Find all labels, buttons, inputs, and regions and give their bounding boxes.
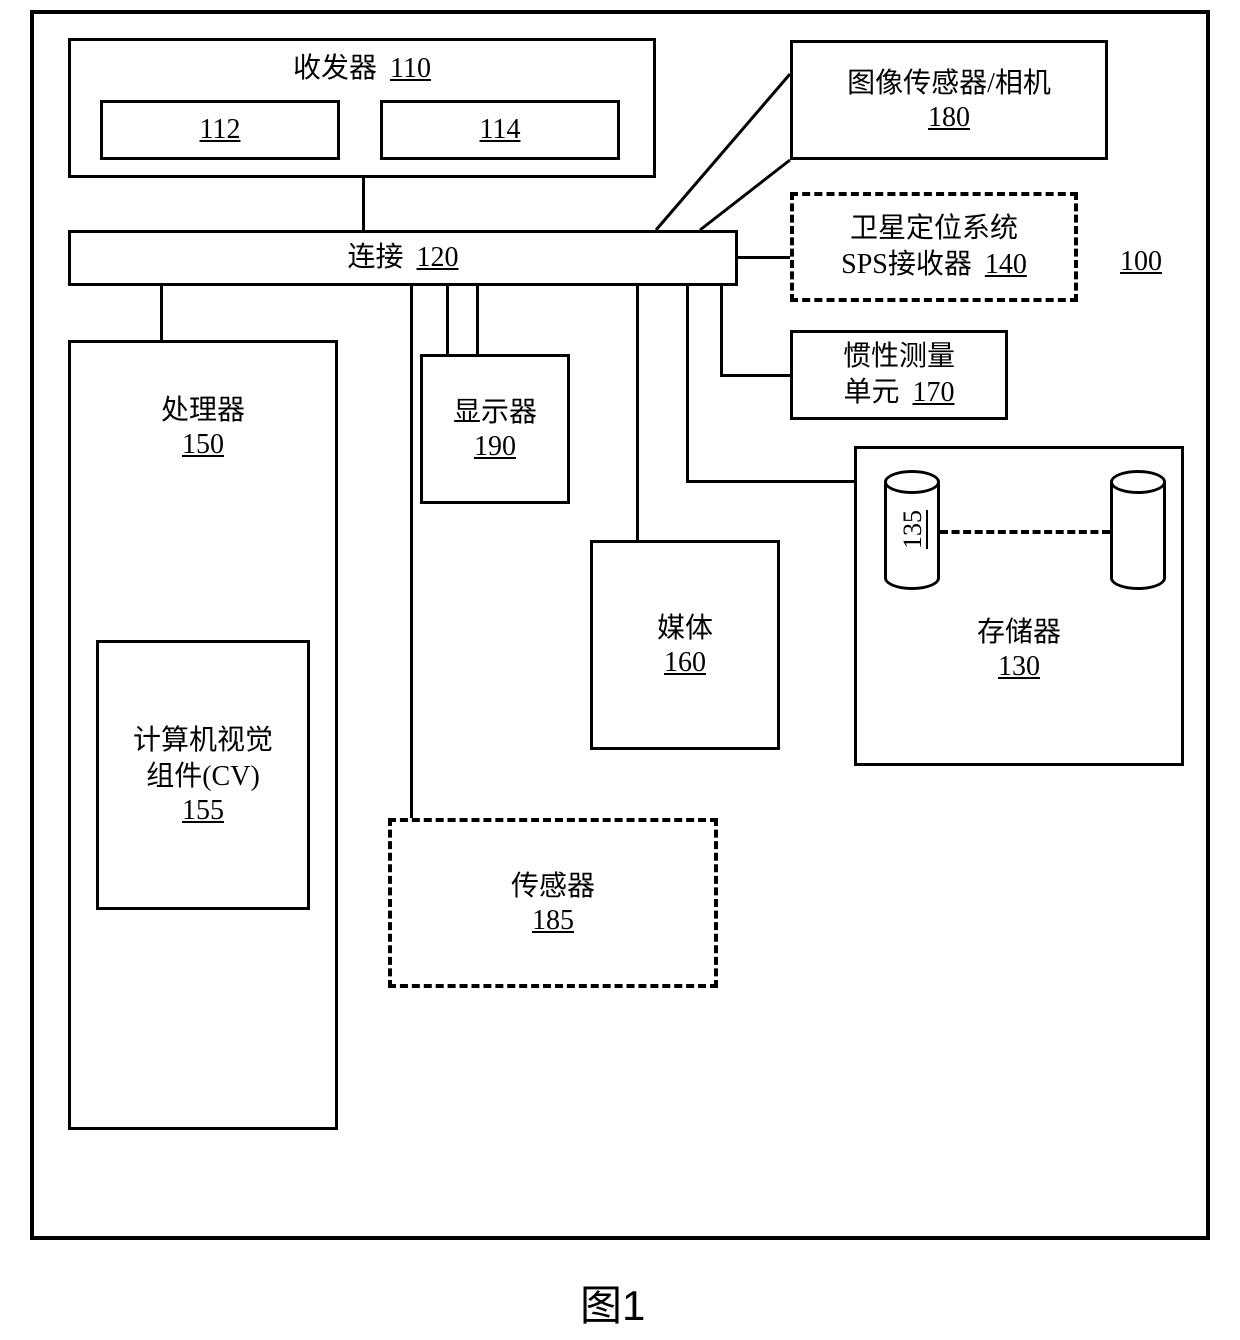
- connection-ref: 120: [417, 242, 459, 274]
- db-ref: 135: [898, 510, 928, 549]
- camera-block: 图像传感器/相机 180: [790, 40, 1108, 160]
- memory-label: 存储器: [977, 615, 1061, 651]
- media-ref: 160: [664, 647, 706, 679]
- imu-label2: 单元: [843, 377, 899, 408]
- transceiver-ref: 110: [390, 53, 431, 84]
- sensor-label: 传感器: [511, 869, 595, 905]
- sensor-block: 传感器 185: [388, 818, 718, 988]
- camera-label: 图像传感器/相机: [847, 66, 1051, 102]
- cv-label1: 计算机视觉: [133, 723, 273, 759]
- imu-ref: 170: [913, 377, 955, 408]
- conn-connection-processor: [160, 286, 163, 340]
- imu-block: 惯性测量 单元 170: [790, 330, 1008, 420]
- system-ref: 100: [1120, 246, 1162, 278]
- figure-label: 图1: [580, 1272, 645, 1333]
- display-block: 显示器 190: [420, 354, 570, 504]
- sensor-ref: 185: [532, 905, 574, 937]
- conn-connection-memory-h: [686, 480, 854, 483]
- display-ref: 190: [474, 431, 516, 463]
- conn-connection-imu-v: [720, 286, 723, 376]
- cv-block: 计算机视觉 组件(CV) 155: [96, 640, 310, 910]
- transceiver-label: 收发器: [293, 53, 377, 84]
- processor-ref: 150: [182, 429, 224, 461]
- connection-block: 连接 120: [68, 230, 738, 286]
- camera-ref: 180: [928, 102, 970, 134]
- sub-112-block: 112: [100, 100, 340, 160]
- imu-label1: 惯性测量: [843, 339, 955, 375]
- media-label: 媒体: [657, 611, 713, 647]
- cv-ref: 155: [182, 795, 224, 827]
- processor-label: 处理器: [161, 393, 245, 429]
- media-block: 媒体 160: [590, 540, 780, 750]
- conn-connection-imu-h: [720, 374, 790, 377]
- conn-connection-media: [636, 286, 639, 540]
- sps-block: 卫星定位系统 SPS接收器 140: [790, 192, 1078, 302]
- memory-ref: 130: [998, 651, 1040, 683]
- sps-label2: SPS接收器: [841, 249, 972, 280]
- display-label: 显示器: [453, 395, 537, 431]
- conn-transceiver-connection: [362, 178, 365, 230]
- diagram-canvas: 100 收发器 110 112 114 图像传感器/相机 180 连接 120 …: [0, 0, 1240, 1340]
- connection-label: 连接: [347, 240, 403, 276]
- db-dash-connector: [940, 530, 1110, 534]
- sps-label1: 卫星定位系统: [850, 211, 1018, 247]
- cv-label2: 组件(CV): [146, 759, 260, 795]
- conn-connection-sps: [738, 256, 790, 259]
- conn-connection-memory-v: [686, 286, 689, 482]
- conn-connection-display-2: [476, 286, 479, 354]
- conn-connection-sensor: [410, 286, 413, 818]
- sub-114-block: 114: [380, 100, 620, 160]
- db-cylinder-right: [1110, 470, 1166, 590]
- sps-ref: 140: [985, 249, 1027, 280]
- sub-114-ref: 114: [480, 114, 521, 146]
- sub-112-ref: 112: [200, 114, 241, 146]
- conn-connection-display-1: [446, 286, 449, 354]
- transceiver-label-row: 收发器 110: [293, 51, 431, 87]
